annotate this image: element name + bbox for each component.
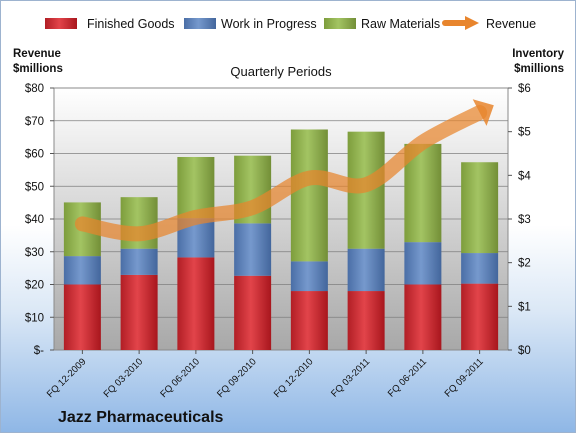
bar-work-in-progress <box>461 253 499 284</box>
right-tick-label: $5 <box>518 127 531 139</box>
left-tick-label: $70 <box>25 116 44 128</box>
legend-label-work-in-progress: Work in Progress <box>221 17 317 31</box>
bar-work-in-progress <box>63 256 101 285</box>
left-tick-label: $40 <box>25 214 44 226</box>
bar-raw-materials <box>461 162 499 254</box>
revenue-series <box>74 99 494 242</box>
x-tick-label: FQ 12-2009 <box>45 356 89 400</box>
x-tick-label: FQ 06-2010 <box>158 356 202 400</box>
left-tick-label: $- <box>34 345 44 357</box>
bar-finished-goods <box>177 257 215 350</box>
x-tick-label: FQ 06-2011 <box>386 356 429 399</box>
bar-finished-goods <box>347 291 385 350</box>
legend-label-raw-materials: Raw Materials <box>361 17 440 31</box>
right-axis-title-line1: Inventory <box>512 48 564 60</box>
legend-swatch-revenue <box>442 16 479 30</box>
left-axis-title-line1: Revenue <box>13 48 61 60</box>
right-tick-label: $0 <box>518 345 531 357</box>
right-tick-label: $4 <box>518 170 531 182</box>
bar-finished-goods <box>290 291 328 350</box>
bar-work-in-progress <box>347 248 385 292</box>
bar-finished-goods <box>461 283 499 350</box>
bar-work-in-progress <box>290 261 328 292</box>
bar-finished-goods <box>63 284 101 350</box>
legend-label-finished-goods: Finished Goods <box>87 17 175 31</box>
x-tick-label: FQ 03-2010 <box>102 356 146 400</box>
left-axis-title-line2: $millions <box>13 63 63 75</box>
right-tick-label: $1 <box>518 301 531 313</box>
bar-finished-goods <box>120 274 158 350</box>
revenue-line <box>74 105 488 242</box>
x-tick-label: FQ 03-2011 <box>329 356 372 399</box>
left-tick-label: $80 <box>25 83 44 95</box>
left-tick-label: $50 <box>25 181 44 193</box>
chart-title: Quarterly Periods <box>230 64 332 79</box>
left-tick-label: $60 <box>25 149 44 161</box>
company-name: Jazz Pharmaceuticals <box>58 409 224 426</box>
bar-work-in-progress <box>120 248 158 275</box>
left-tick-label: $10 <box>25 312 44 324</box>
bar-finished-goods <box>404 284 442 350</box>
bar-raw-materials <box>290 129 328 262</box>
bars <box>63 129 499 350</box>
legend-swatch-finished-goods <box>45 18 77 29</box>
legend-swatch-work-in-progress <box>184 18 216 29</box>
bar-work-in-progress <box>404 242 442 285</box>
right-tick-label: $3 <box>518 214 531 226</box>
left-tick-label: $20 <box>25 280 44 292</box>
legend-swatch-raw-materials <box>324 18 356 29</box>
right-axis-title-line2: $millions <box>514 63 564 75</box>
bar-finished-goods <box>234 275 272 350</box>
right-tick-label: $6 <box>518 83 531 95</box>
x-tick-label: FQ 09-2010 <box>215 356 259 400</box>
left-tick-label: $30 <box>25 247 44 259</box>
revenue-arrowhead <box>472 99 494 126</box>
right-tick-label: $2 <box>518 258 531 270</box>
x-tick-label: FQ 12-2010 <box>272 356 316 400</box>
legend: Finished Goods Work in Progress Raw Mate… <box>45 16 536 31</box>
legend-label-revenue: Revenue <box>486 17 536 31</box>
x-tick-label: FQ 09-2011 <box>443 356 486 399</box>
bar-work-in-progress <box>234 223 272 276</box>
